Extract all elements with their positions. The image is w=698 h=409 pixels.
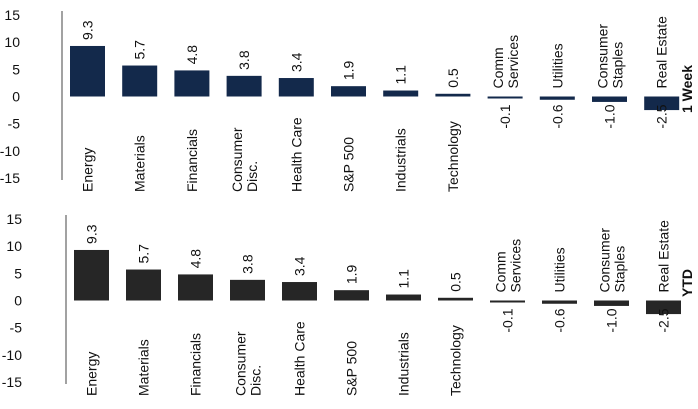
bar-financials [174,70,210,97]
bar-energy [70,45,105,97]
value-label-financials: 4.8 [184,45,200,65]
value-label-consumer-disc: 3.8 [240,254,256,274]
bar-comm-services [487,96,523,99]
y-tick-label: 10 [6,238,22,254]
value-label-materials: 5.7 [136,244,152,264]
value-label-utilities: -0.6 [549,104,565,128]
bar-real-estate [644,96,680,111]
category-label-technology: Technology [445,121,461,192]
panel-ytd: 15 10 5 0 -5 -10 -15 9.3 Energy 5.7 Materials 4.8 Fi… [2,211,695,396]
value-label-technology: 0.5 [445,68,461,88]
y-tick-label: -10 [0,143,20,159]
value-label-comm-services: -0.1 [500,308,516,332]
y-tick-label: 15 [6,211,22,227]
value-label-health-care: 3.4 [292,256,308,276]
category-label-s-p-500: S&P 500 [341,137,357,192]
value-label-energy: 9.3 [80,20,96,40]
category-label-utilities: Utilities [549,43,565,88]
category-label-energy: Energy [80,148,96,192]
category-label-real-estate: Real Estate [656,220,672,293]
value-label-industrials: 1.1 [393,65,409,85]
bar-consumer-staples [594,300,629,306]
y-tick-label: 0 [12,89,20,105]
value-label-industrials: 1.1 [396,269,412,289]
value-label-consumer-staples: -1.0 [602,104,618,128]
category-label-financials: Financials [188,333,204,396]
category-label-financials: Financials [184,129,200,192]
category-label-s-p-500: S&P 500 [344,341,360,396]
value-label-utilities: -0.6 [552,308,568,332]
bar-s-p-500 [331,86,366,97]
category-label-health-care: Health Care [292,321,308,396]
value-label-real-estate: -2.5 [654,104,670,128]
y-tick-label: -15 [2,374,22,390]
bar-materials [126,269,161,301]
y-tick-label: -5 [8,116,21,132]
y-tick-label: 5 [14,265,22,281]
category-label-consumer-disc: ConsumerDisc. [229,127,260,192]
bar-s-p-500 [334,290,369,301]
bar-materials [122,65,158,97]
value-label-materials: 5.7 [132,40,148,60]
bar-financials [178,274,213,301]
category-label-consumer-staples: ConsumerStaples [597,228,628,293]
bar-consumer-staples [592,96,627,102]
category-label-energy: Energy [84,352,100,396]
bar-energy [74,249,109,301]
y-tick-label: -15 [0,170,20,186]
y-tick-label: -10 [2,347,22,363]
bar-industrials [386,294,421,301]
y-tick-label: 10 [4,34,20,50]
y-tick-label: 15 [4,7,20,23]
category-label-health-care: Health Care [288,117,304,192]
category-label-comm-services: CommServices [493,239,524,293]
value-label-s-p-500: 1.9 [341,61,357,81]
bar-industrials [383,90,419,97]
y-tick-label: -5 [10,320,23,336]
category-label-industrials: Industrials [396,332,412,396]
bar-real-estate [646,300,681,315]
value-label-consumer-staples: -1.0 [604,308,620,332]
category-label-technology: Technology [448,325,464,396]
bar-health-care [282,282,317,301]
y-tick-label: 0 [14,293,22,309]
panel-1-week: 15 10 5 0 -5 -10 -15 9.3 Energy 5.7 Materials 4.8 Fi… [0,7,695,192]
value-label-s-p-500: 1.9 [344,265,360,285]
bar-consumer-disc [226,75,262,97]
bar-technology [438,297,473,301]
value-label-financials: 4.8 [188,249,204,269]
y-tick-label: 5 [12,61,20,77]
category-label-materials: Materials [132,135,148,192]
category-label-consumer-disc: ConsumerDisc. [233,331,264,396]
category-label-real-estate: Real Estate [654,16,670,89]
bar-health-care [278,78,314,97]
bar-comm-services [490,300,525,303]
bar-consumer-disc [230,279,265,301]
category-label-industrials: Industrials [393,128,409,192]
value-label-comm-services: -0.1 [497,104,513,128]
bar-utilities [542,300,577,304]
category-label-materials: Materials [136,339,152,396]
bar-technology [435,93,471,97]
panel-label: 1 Week [679,65,695,113]
category-label-utilities: Utilities [552,247,568,292]
value-label-technology: 0.5 [448,272,464,292]
value-label-real-estate: -2.5 [656,308,672,332]
value-label-consumer-disc: 3.8 [236,50,252,70]
bar-utilities [539,96,575,100]
category-label-comm-services: CommServices [490,35,521,89]
value-label-energy: 9.3 [84,224,100,244]
category-label-consumer-staples: ConsumerStaples [595,24,626,89]
panel-label: YTD [679,269,695,297]
value-label-health-care: 3.4 [288,52,304,72]
